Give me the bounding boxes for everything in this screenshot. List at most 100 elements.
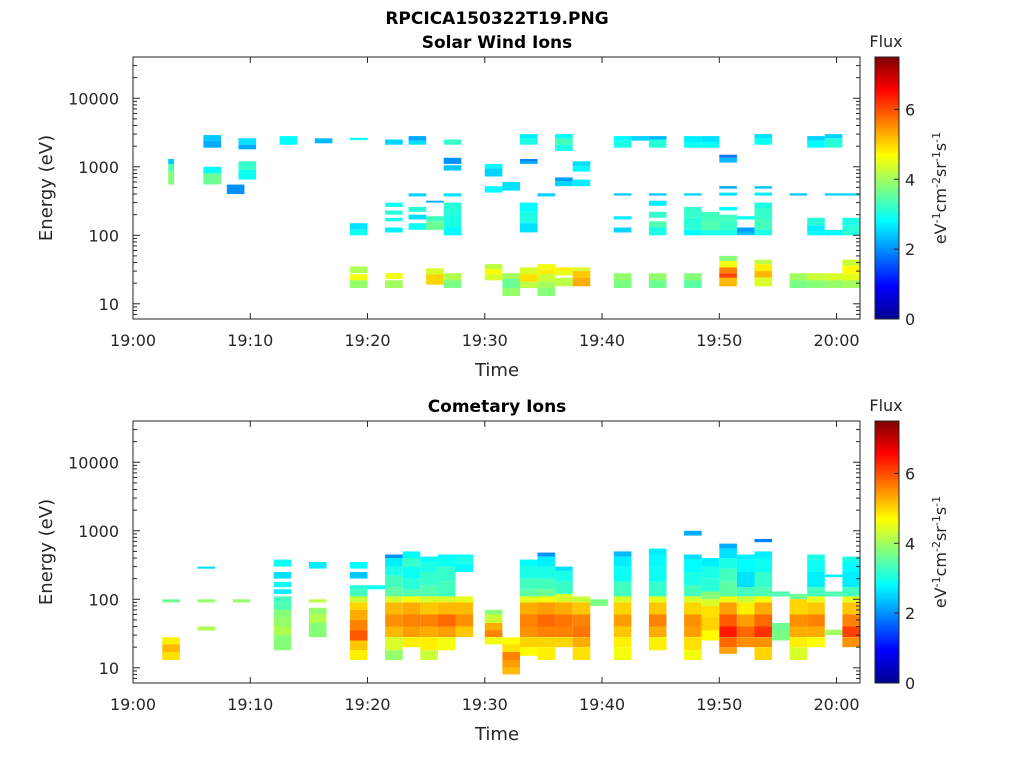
spectrogram-cell <box>555 138 573 145</box>
spectrogram-cell <box>684 602 702 615</box>
spectrogram-cell <box>754 572 773 588</box>
spectrogram-cell <box>754 259 773 265</box>
spectrogram-cell <box>613 556 632 567</box>
spectrogram-cell <box>789 273 808 281</box>
spectrogram-cell <box>807 596 825 603</box>
spectrogram-cell <box>349 609 368 620</box>
spectrogram-cell <box>537 614 556 627</box>
spectrogram-cell <box>572 637 591 648</box>
spectrogram-cell <box>443 273 462 281</box>
spectrogram-cell <box>684 206 702 218</box>
spectrogram-cell <box>385 139 403 145</box>
spectrogram-cell <box>238 161 257 170</box>
spectrogram-cell <box>807 136 825 141</box>
spectrogram-cells <box>162 530 860 675</box>
spectrogram-cell <box>824 629 843 636</box>
spectrogram-cell <box>648 548 667 555</box>
spectrogram-cell <box>385 227 403 233</box>
spectrogram-cell <box>385 637 403 651</box>
spectrogram-cell <box>502 652 520 660</box>
spectrogram-cell <box>684 280 702 288</box>
spectrogram-cell <box>701 566 720 579</box>
y-axis-label: Energy (eV) <box>36 499 57 605</box>
spectrogram-cell <box>842 637 860 648</box>
spectrogram-cell <box>238 144 257 150</box>
spectrogram-cell <box>537 556 556 567</box>
spectrogram-cell <box>555 267 573 272</box>
spectrogram-cell <box>420 637 438 651</box>
spectrogram-cell <box>520 589 538 597</box>
spectrogram-cell <box>719 192 737 196</box>
spectrogram-cell <box>754 192 773 196</box>
spectrogram-cell <box>648 211 667 218</box>
spectrogram-cell <box>807 217 825 226</box>
colorbar-tick-label: 0 <box>905 674 915 693</box>
spectrogram-cell <box>754 277 773 287</box>
spectrogram-cell <box>402 558 421 567</box>
spectrogram-cell <box>807 225 825 232</box>
spectrogram-cell <box>520 614 538 627</box>
spectrogram-cell <box>772 591 790 597</box>
spectrogram-cell <box>385 273 403 280</box>
spectrogram-cell <box>226 184 245 195</box>
spectrogram-cell <box>648 614 667 627</box>
spectrogram-cell <box>349 266 368 274</box>
spectrogram-cell <box>824 280 843 288</box>
spectrogram-cell <box>572 267 591 272</box>
y-tick-label: 1000 <box>78 158 119 177</box>
spectrogram-cell <box>349 650 368 660</box>
spectrogram-cell <box>437 554 456 558</box>
spectrogram-cell <box>537 589 556 597</box>
spectrogram-cell <box>555 581 573 594</box>
spectrogram-cell <box>232 599 251 603</box>
x-axis-label: Time <box>474 724 519 745</box>
spectrogram-cell <box>238 138 257 145</box>
spectrogram-cell <box>824 138 843 148</box>
spectrogram-cell <box>308 562 327 569</box>
spectrogram-cell <box>484 637 503 645</box>
spectrogram-cell <box>701 221 720 230</box>
spectrogram-cell <box>719 214 737 222</box>
spectrogram-cell <box>842 596 860 603</box>
spectrogram-cell <box>402 602 421 615</box>
spectrogram-cell <box>684 554 702 560</box>
colorbar-gradient <box>874 56 900 320</box>
spectrogram-cell <box>367 585 386 590</box>
x-tick-label: 19:10 <box>227 331 273 350</box>
spectrogram-cell <box>484 163 503 169</box>
colorbar: Flux 0 2 4 6 eV-1cm-2sr-1s-1 <box>869 396 950 693</box>
spectrogram-cell <box>168 171 175 185</box>
spectrogram-cell <box>349 229 368 236</box>
spectrogram-cell <box>824 273 843 281</box>
x-tick-label: 19:30 <box>462 695 508 714</box>
spectrogram-cell <box>736 232 755 236</box>
spectrogram-cell <box>807 626 825 638</box>
spectrogram-cell <box>162 599 180 603</box>
spectrogram-cell <box>684 650 702 660</box>
spectrogram-cell <box>719 255 737 262</box>
spectrogram-cell <box>789 626 808 638</box>
spectrogram-cell <box>648 136 667 140</box>
spectrogram-cell <box>437 637 456 651</box>
spectrogram-cell <box>824 574 843 578</box>
spectrogram-cell <box>408 136 427 141</box>
spectrogram-cell <box>736 637 755 648</box>
spectrogram-cell <box>455 602 474 615</box>
spectrogram-cell <box>754 558 773 572</box>
spectrogram-cell <box>520 138 538 145</box>
spectrogram-cell <box>520 211 538 224</box>
spectrogram-cell <box>502 667 520 675</box>
colorbar-tick-label: 4 <box>905 534 915 553</box>
spectrogram-cell <box>736 614 755 627</box>
spectrogram-cell <box>385 210 403 215</box>
spectrogram-cell <box>484 168 503 177</box>
spectrogram-cell <box>572 626 591 638</box>
spectrogram-cell <box>842 193 860 196</box>
spectrogram-cell <box>719 277 737 287</box>
spectrogram-cell <box>349 562 368 569</box>
spectrogram-cell <box>754 596 773 603</box>
spectrogram-cell <box>385 650 403 660</box>
spectrogram-cell <box>484 609 503 615</box>
spectrogram-cell <box>701 617 720 631</box>
spectrogram-cell <box>537 552 556 557</box>
